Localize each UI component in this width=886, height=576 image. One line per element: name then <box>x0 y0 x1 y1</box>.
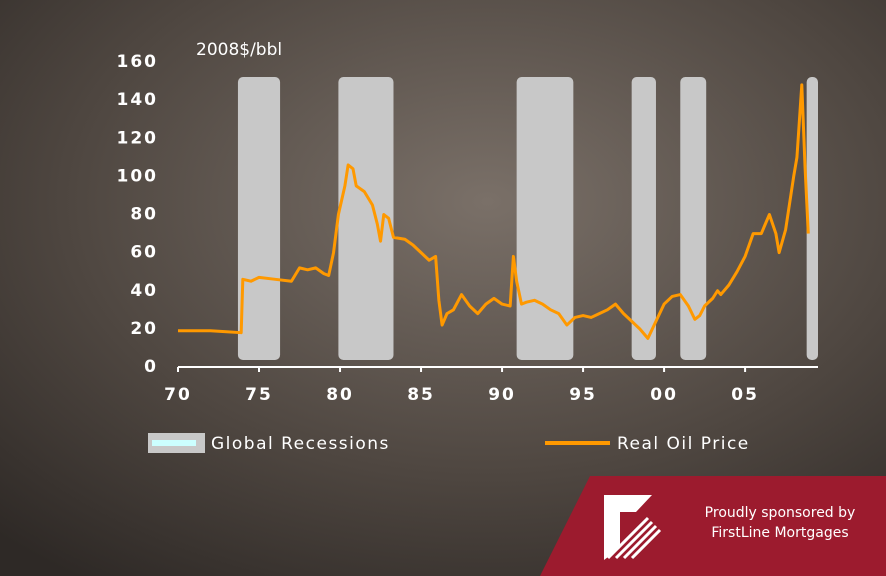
y-tick-label: 40 <box>130 281 158 301</box>
x-tick-label: 00 <box>650 385 678 405</box>
sponsor-text: FirstLine Mortgages <box>711 525 848 541</box>
x-tick-label: 85 <box>407 385 435 405</box>
x-tick-label: 75 <box>245 385 273 405</box>
x-tick-label: 05 <box>731 385 759 405</box>
x-tick-label: 70 <box>164 385 192 405</box>
legend-label: Real Oil Price <box>617 434 750 454</box>
x-tick-label: 95 <box>569 385 597 405</box>
chart: 2008$/bbl Global Recessions Real Oil Pri… <box>0 0 886 576</box>
y-tick-label: 0 <box>144 357 158 377</box>
recession-band <box>338 77 393 360</box>
y-tick-label: 120 <box>117 128 159 148</box>
x-tick-label: 90 <box>488 385 516 405</box>
y-tick-label: 140 <box>117 90 159 110</box>
y-tick-label: 100 <box>117 166 159 186</box>
y-tick-label: 160 <box>117 52 159 72</box>
y-tick-label: 60 <box>130 243 158 263</box>
y-tick-label: 20 <box>130 319 158 339</box>
sponsor-text: Proudly sponsored by <box>705 505 856 521</box>
recession-band <box>517 77 574 360</box>
y-axis-label: 2008$/bbl <box>196 40 282 60</box>
x-tick-label: 80 <box>326 385 354 405</box>
recession-band <box>238 77 280 360</box>
recession-band <box>632 77 656 360</box>
y-tick-label: 80 <box>130 205 158 225</box>
legend-label: Global Recessions <box>211 434 390 454</box>
legend-swatch-inner <box>152 440 196 446</box>
